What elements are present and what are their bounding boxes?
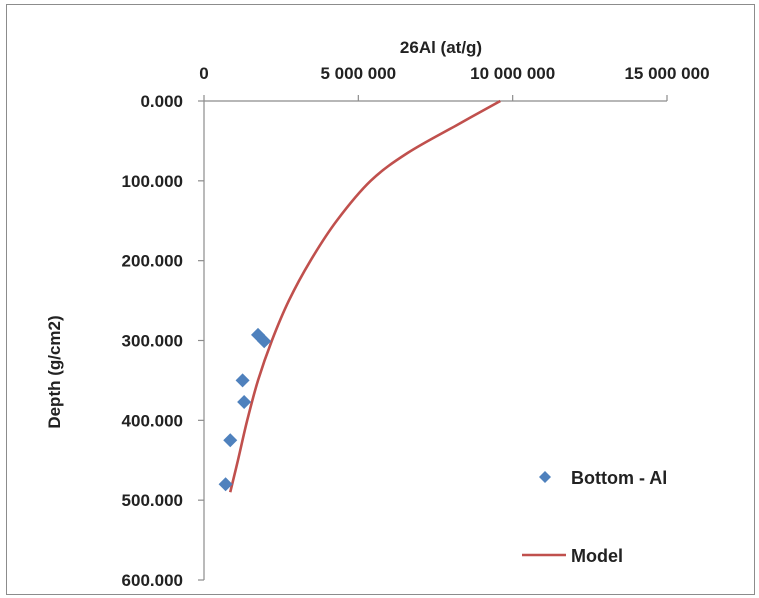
legend-item-model: Model: [522, 546, 623, 566]
y-tick-label: 600.000: [122, 571, 183, 590]
x-ticks: 0 5 000 000 10 000 000 15 000 000: [199, 64, 710, 101]
y-axis-title: Depth (g/cm2): [45, 315, 64, 428]
y-tick-label: 500.000: [122, 491, 183, 510]
x-tick-label: 0: [199, 64, 208, 83]
x-tick-label: 10 000 000: [470, 64, 555, 83]
x-tick-label: 5 000 000: [321, 64, 397, 83]
x-tick-label: 15 000 000: [624, 64, 709, 83]
legend-label-model: Model: [571, 546, 623, 566]
y-tick-label: 200.000: [122, 252, 183, 271]
series-layer: [218, 99, 501, 493]
x-axis-title: 26Al (at/g): [400, 38, 482, 57]
legend-marker-bottom-al: [539, 471, 551, 483]
legend-label-bottom-al: Bottom - Al: [571, 468, 667, 488]
y-tick-label: 300.000: [122, 332, 183, 351]
data-point-bottom-al: [257, 334, 272, 349]
data-point-bottom-al: [223, 433, 238, 448]
y-tick-label: 400.000: [122, 411, 183, 430]
legend-item-bottom-al: Bottom - Al: [539, 468, 667, 488]
series-line-model: [228, 99, 501, 493]
data-point-bottom-al: [218, 477, 233, 492]
data-point-bottom-al: [237, 394, 252, 409]
y-tick-label: 0.000: [140, 92, 183, 111]
y-tick-label: 100.000: [122, 172, 183, 191]
y-ticks: 0.000 100.000 200.000 300.000 400.000 500.000…: [122, 92, 204, 590]
chart-frame: [6, 4, 755, 595]
data-point-bottom-al: [235, 373, 250, 388]
axes: 0 5 000 000 10 000 000 15 000 000 0.000 100.…: [122, 64, 710, 590]
legend: Bottom - Al Model: [522, 468, 667, 566]
